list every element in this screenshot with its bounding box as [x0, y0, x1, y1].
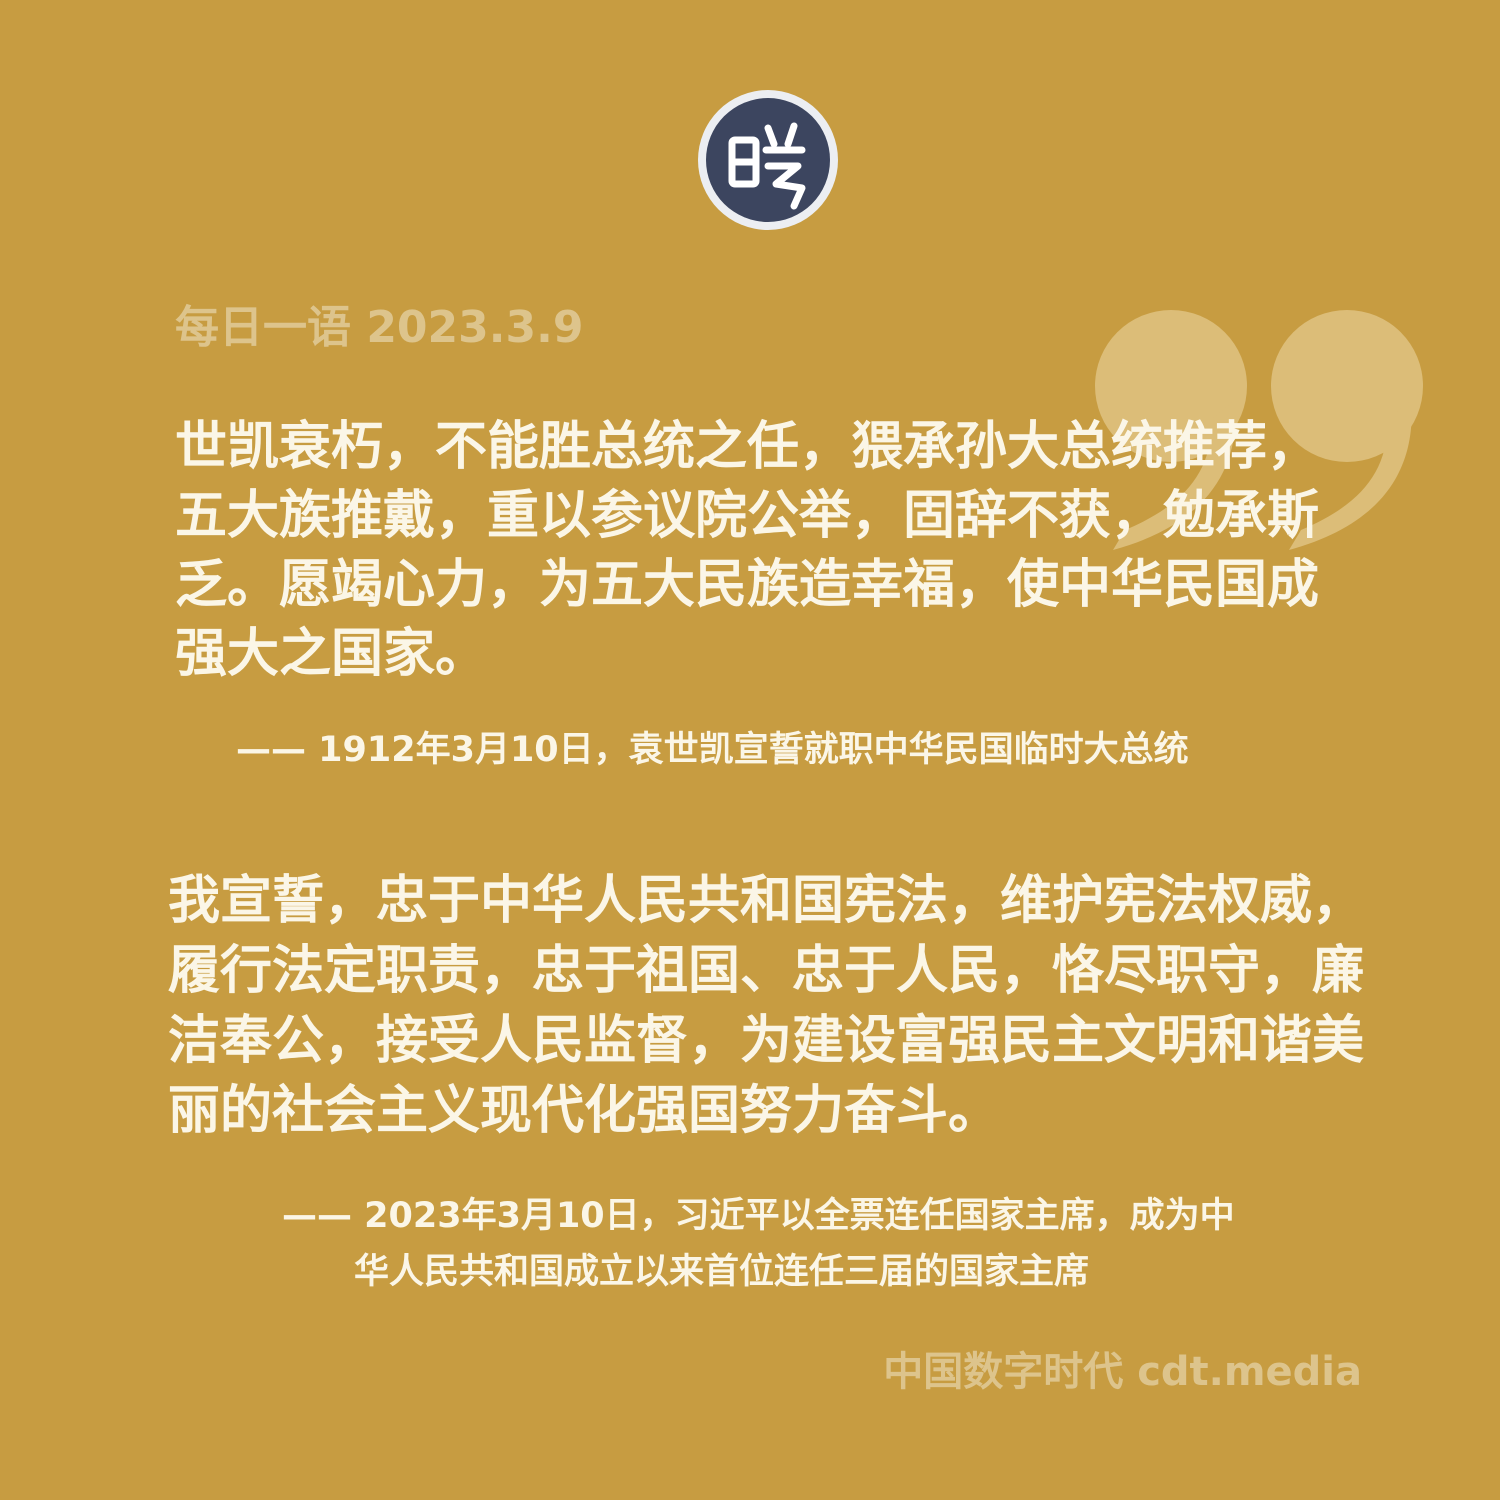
closing-quote-mark-icon: [1095, 310, 1423, 550]
attribution-line-2: 华人民共和国成立以来首位连任三届的国家主席: [354, 1252, 1090, 1292]
attribution-line-1: —— 2023年3月10日，习近平以全票连任国家主席，成为中: [282, 1196, 1235, 1236]
footer-brand: 中国数字时代 cdt.media: [883, 1349, 1362, 1395]
quote-text-yuan-shikai: 世凯衰朽，不能胜总统之任，猥承孙大总统推荐，五大族推戴，重以参议院公举，固辞不获…: [175, 416, 1320, 684]
quote-attribution-xi-jinping: —— 2023年3月10日，习近平以全票连任国家主席，成为中 华人民共和国成立以…: [282, 1188, 1372, 1300]
cdt-seal-logo-icon: [698, 90, 838, 230]
quote-attribution-yuan-shikai: —— 1912年3月10日，袁世凯宣誓就职中华民国临时大总统: [236, 730, 1189, 770]
date-heading: 每日一语 2023.3.9: [175, 302, 584, 353]
quote-text-xi-jinping: 我宣誓，忠于中华人民共和国宪法，维护宪法权威，履行法定职责，忠于祖国、忠于人民，…: [168, 870, 1365, 1141]
